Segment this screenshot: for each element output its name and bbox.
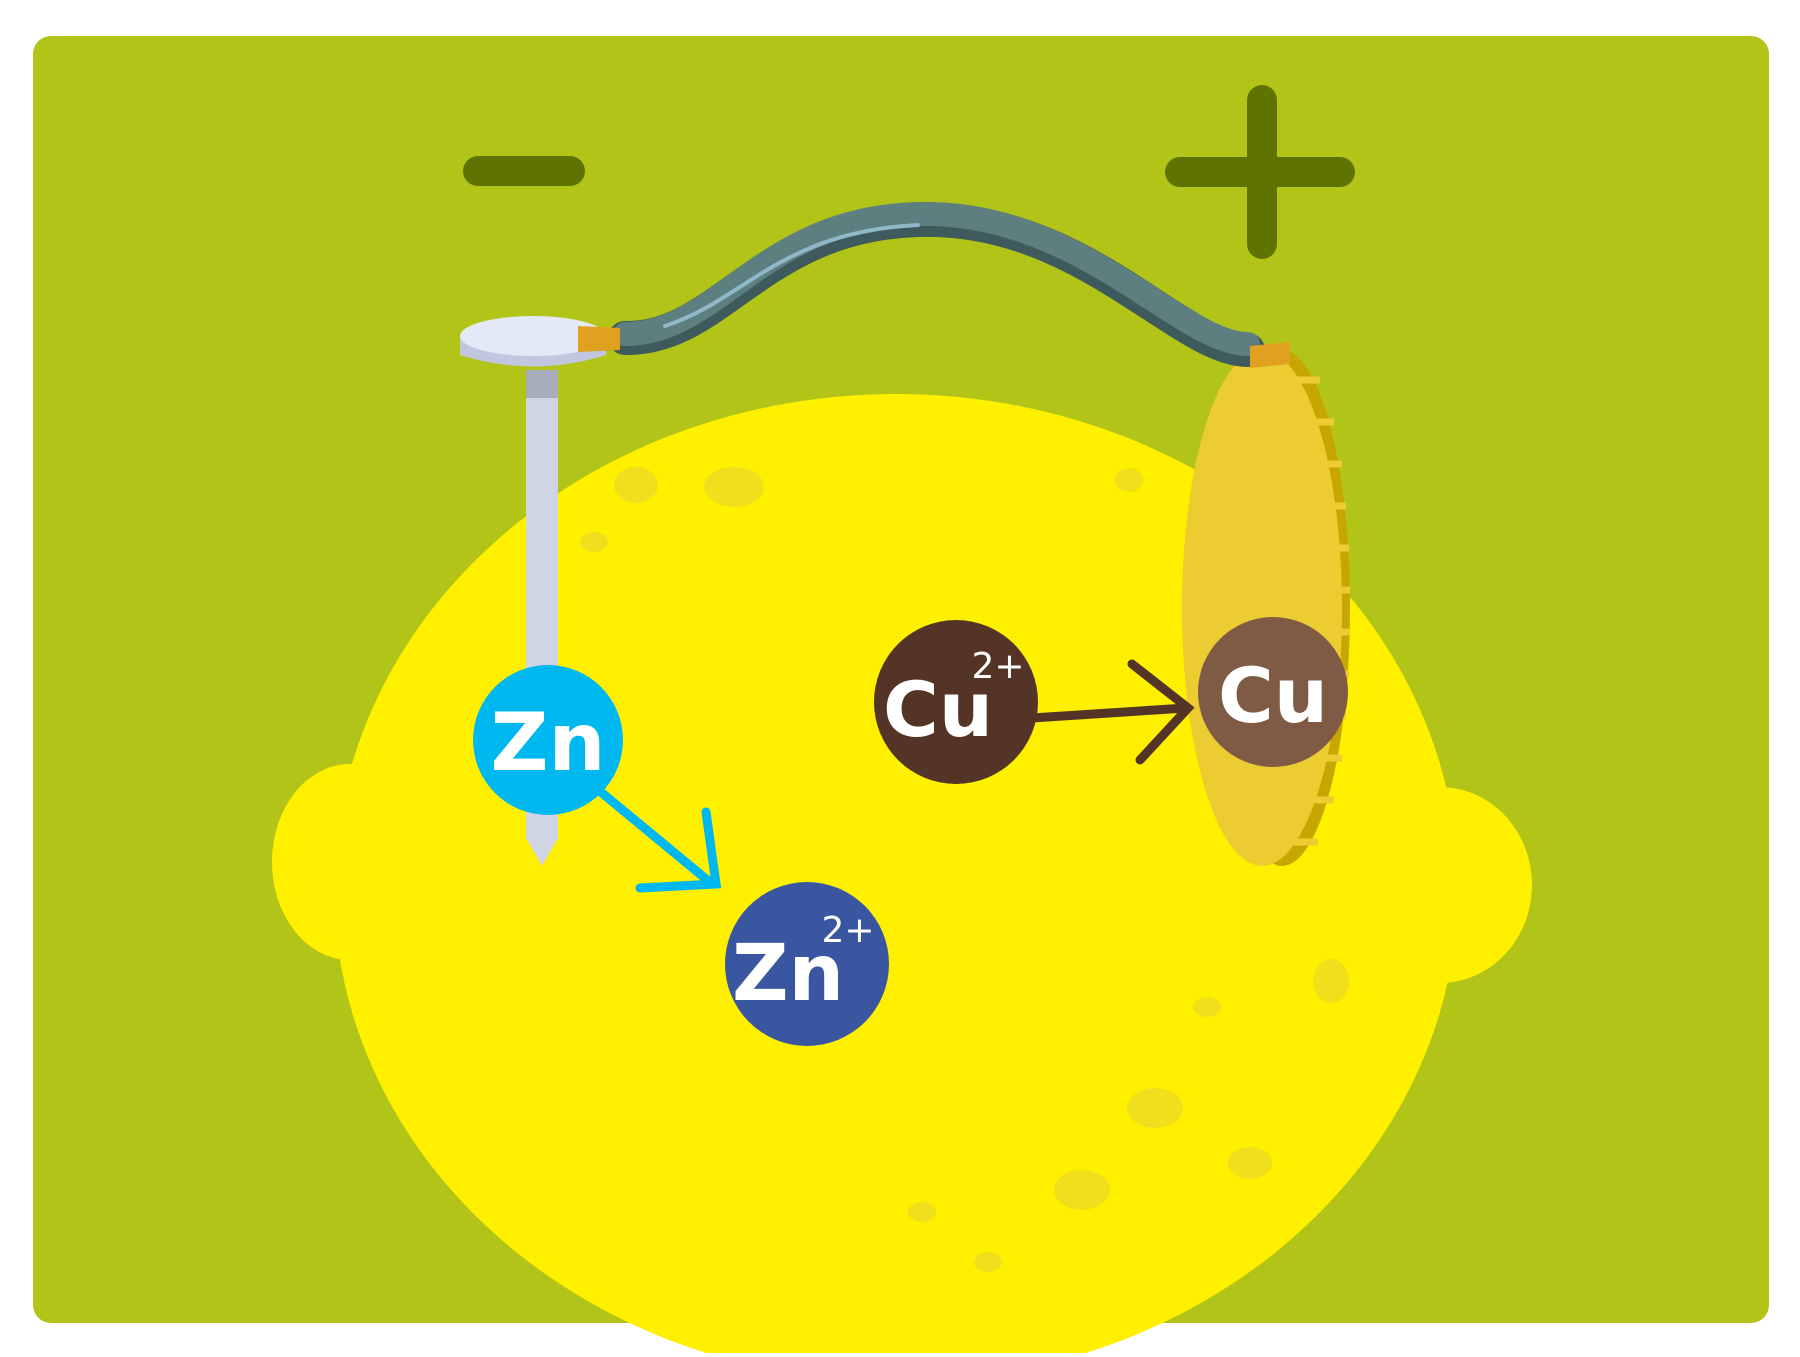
- zinc-atom-symbol: Zn: [491, 696, 606, 789]
- positive-terminal-sign: +: [1165, 85, 1355, 259]
- copper-ion-charge: 2+: [971, 646, 1024, 687]
- lemon: [272, 394, 1532, 1357]
- copper-ion-symbol: Cu: [883, 665, 993, 754]
- negative-terminal-sign: −: [463, 156, 585, 186]
- zinc-ion: Zn 2+: [725, 882, 889, 1046]
- connecting-wire: [578, 201, 1290, 368]
- arrow-zinc-to-ion: [591, 783, 722, 893]
- coin-face: [1182, 350, 1342, 866]
- nail-head: [460, 316, 606, 356]
- lemon-peel-spots: [580, 467, 1349, 1272]
- copper-ion: Cu 2+: [874, 620, 1038, 784]
- arrow-copper-ion-to-copper: [1027, 659, 1195, 765]
- zinc-ion-charge: 2+: [821, 910, 874, 951]
- wire-tip-right: [1250, 342, 1290, 368]
- zinc-ion-symbol: Zn: [732, 929, 844, 1019]
- wire-tip-left: [578, 326, 620, 352]
- zinc-atom: Zn: [473, 665, 623, 815]
- copper-atom-symbol: Cu: [1218, 651, 1328, 740]
- copper-coin: [1182, 350, 1350, 866]
- copper-atom: Cu: [1198, 617, 1348, 767]
